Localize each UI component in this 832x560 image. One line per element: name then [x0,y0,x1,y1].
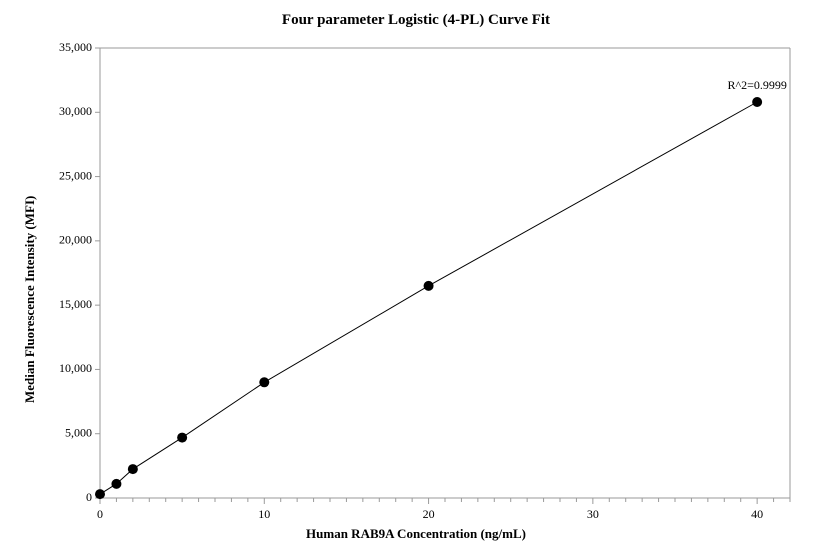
svg-text:0: 0 [97,507,103,521]
svg-text:20: 20 [423,507,435,521]
fit-curve [100,102,757,494]
svg-text:25,000: 25,000 [59,168,92,182]
svg-text:15,000: 15,000 [59,297,92,311]
svg-text:0: 0 [86,490,92,504]
svg-text:35,000: 35,000 [59,40,92,54]
svg-text:20,000: 20,000 [59,233,92,247]
chart-svg: 0 5,000 10,000 15,000 20,000 25,000 30,000 35,0… [0,0,832,560]
data-point [128,464,138,474]
data-point [259,377,269,387]
data-point [111,479,121,489]
chart-container: Four parameter Logistic (4-PL) Curve Fit… [0,0,832,560]
data-point [752,97,762,107]
svg-text:30,000: 30,000 [59,104,92,118]
r-squared-annotation: R^2=0.9999 [727,78,786,92]
data-point [424,281,434,291]
svg-text:10,000: 10,000 [59,361,92,375]
data-point [177,433,187,443]
svg-text:30: 30 [587,507,599,521]
svg-text:10: 10 [258,507,270,521]
svg-text:5,000: 5,000 [65,425,92,439]
data-point [95,489,105,499]
svg-text:40: 40 [751,507,763,521]
